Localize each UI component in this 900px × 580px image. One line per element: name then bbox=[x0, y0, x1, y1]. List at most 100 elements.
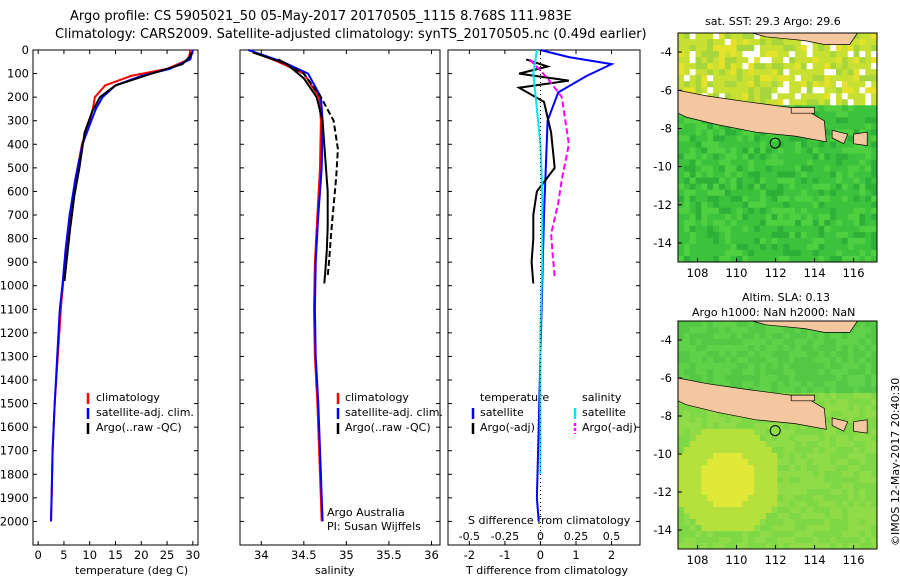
sst_map-cell bbox=[683, 171, 691, 179]
sla_map-cell bbox=[718, 441, 726, 448]
sla_map-cell bbox=[689, 429, 697, 436]
sst_map-cell bbox=[701, 213, 708, 221]
sla_map-cell bbox=[730, 525, 738, 532]
sst_map-cell bbox=[713, 33, 720, 40]
sla_map-cell bbox=[754, 447, 761, 454]
sla_map-cell bbox=[789, 507, 796, 514]
sst_map-cell bbox=[806, 87, 814, 94]
sla_map-cell bbox=[818, 501, 825, 508]
sla_map-cell bbox=[795, 483, 802, 490]
sst_map-cell bbox=[836, 69, 843, 76]
sst_map-cell bbox=[701, 45, 708, 52]
sst_map-cell bbox=[678, 135, 685, 142]
sla_map-cell bbox=[771, 459, 778, 466]
sst_map-cell bbox=[689, 63, 697, 70]
sst_map-cell bbox=[748, 87, 755, 94]
sla_map-cell bbox=[824, 399, 831, 406]
sst_map-cell bbox=[841, 207, 849, 215]
sst_map-cell bbox=[789, 39, 796, 46]
sst_map-cell bbox=[701, 195, 708, 203]
sla_map-cell bbox=[718, 363, 726, 370]
sst_map-cell bbox=[836, 75, 843, 82]
sst_map-cell bbox=[847, 69, 855, 76]
sst_map-cell bbox=[683, 153, 691, 161]
sst_map-cell bbox=[871, 153, 878, 161]
sst_map-cell bbox=[783, 75, 790, 82]
sla_map-cell bbox=[836, 411, 843, 418]
sst_map-cell bbox=[830, 189, 837, 197]
sla_map-cell bbox=[800, 375, 808, 382]
sla_map-cell bbox=[748, 351, 755, 358]
sla_map-cell bbox=[724, 471, 732, 478]
sla_map-cell bbox=[736, 465, 743, 472]
sst_map-cell bbox=[800, 249, 808, 257]
sst_map-cell bbox=[765, 237, 773, 245]
sla_map-cell bbox=[765, 447, 773, 454]
sst_map-cell bbox=[841, 225, 849, 233]
difference-xtick-label: 1 bbox=[572, 548, 579, 562]
sla_map-cell bbox=[853, 501, 860, 508]
sla_map-cell bbox=[695, 327, 702, 334]
sla_map-cell bbox=[865, 327, 872, 334]
sla_map-cell bbox=[830, 363, 837, 370]
sst_map-xtick-label: 110 bbox=[726, 266, 748, 280]
sst_map-cell bbox=[701, 255, 708, 263]
sst_map-cell bbox=[742, 39, 749, 46]
sla_map-cell bbox=[724, 321, 732, 328]
sla_map-cell bbox=[754, 483, 761, 490]
sst_map-cell bbox=[789, 243, 796, 251]
sst_map-cell bbox=[713, 207, 720, 215]
sla_map-cell bbox=[730, 501, 738, 508]
sst_map-cell bbox=[836, 63, 843, 70]
sst_map-cell bbox=[871, 45, 878, 52]
sla_map-cell bbox=[836, 507, 843, 514]
sst_map-cell bbox=[818, 87, 825, 94]
sla_map-cell bbox=[754, 429, 761, 436]
sla_map-cell bbox=[689, 543, 697, 550]
sla_map-cell bbox=[824, 447, 831, 454]
sst_map-cell bbox=[818, 63, 825, 70]
sla_map-cell bbox=[683, 435, 691, 442]
sst_map-cell bbox=[707, 129, 714, 136]
sla_map-cell bbox=[783, 351, 790, 358]
sst_map-cell bbox=[701, 249, 708, 257]
temperature-legend-climatology: climatology bbox=[96, 391, 160, 404]
sla_map-cell bbox=[812, 345, 819, 352]
salinity-xtick-label: 35 bbox=[339, 548, 354, 562]
sst_map-cell bbox=[871, 87, 878, 94]
sla_map-cell bbox=[818, 525, 825, 532]
sst_map-cell bbox=[748, 237, 755, 245]
sla_map-cell bbox=[783, 489, 790, 496]
sst_map-cell bbox=[736, 57, 743, 64]
sla_map-cell bbox=[830, 411, 837, 418]
depth-tick-label: 1700 bbox=[0, 444, 29, 458]
sla_map-cell bbox=[795, 339, 802, 346]
sst_map-cell bbox=[730, 183, 738, 191]
sla_map-cell bbox=[853, 477, 860, 484]
sla_map-cell bbox=[812, 477, 819, 484]
sla_map-cell bbox=[689, 525, 697, 532]
sst_map-cell bbox=[853, 243, 860, 251]
sla_map-cell bbox=[824, 345, 831, 352]
sst_map-cell bbox=[683, 177, 691, 185]
sst_map-cell bbox=[713, 123, 720, 130]
sst_map-cell bbox=[742, 171, 749, 179]
sst_map-cell bbox=[701, 189, 708, 197]
sst_map-cell bbox=[853, 207, 860, 215]
sla_map-cell bbox=[742, 429, 749, 436]
sla_map-cell bbox=[853, 489, 860, 496]
sla_map-cell bbox=[771, 489, 778, 496]
sla_map-cell bbox=[718, 495, 726, 502]
sst_map-cell bbox=[724, 69, 732, 76]
sla_map-cell bbox=[748, 327, 755, 334]
sla_map-cell bbox=[724, 357, 732, 364]
sst_map-cell bbox=[713, 159, 720, 167]
depth-tick-label: 700 bbox=[7, 208, 29, 222]
sla_map-cell bbox=[789, 453, 796, 460]
sst_map-cell bbox=[748, 183, 755, 191]
sla_map-cell bbox=[812, 441, 819, 448]
sst_map-cell bbox=[695, 135, 702, 142]
sst_map-cell bbox=[771, 165, 778, 173]
sst_map-cell bbox=[853, 171, 860, 179]
sla_map-cell bbox=[812, 471, 819, 478]
